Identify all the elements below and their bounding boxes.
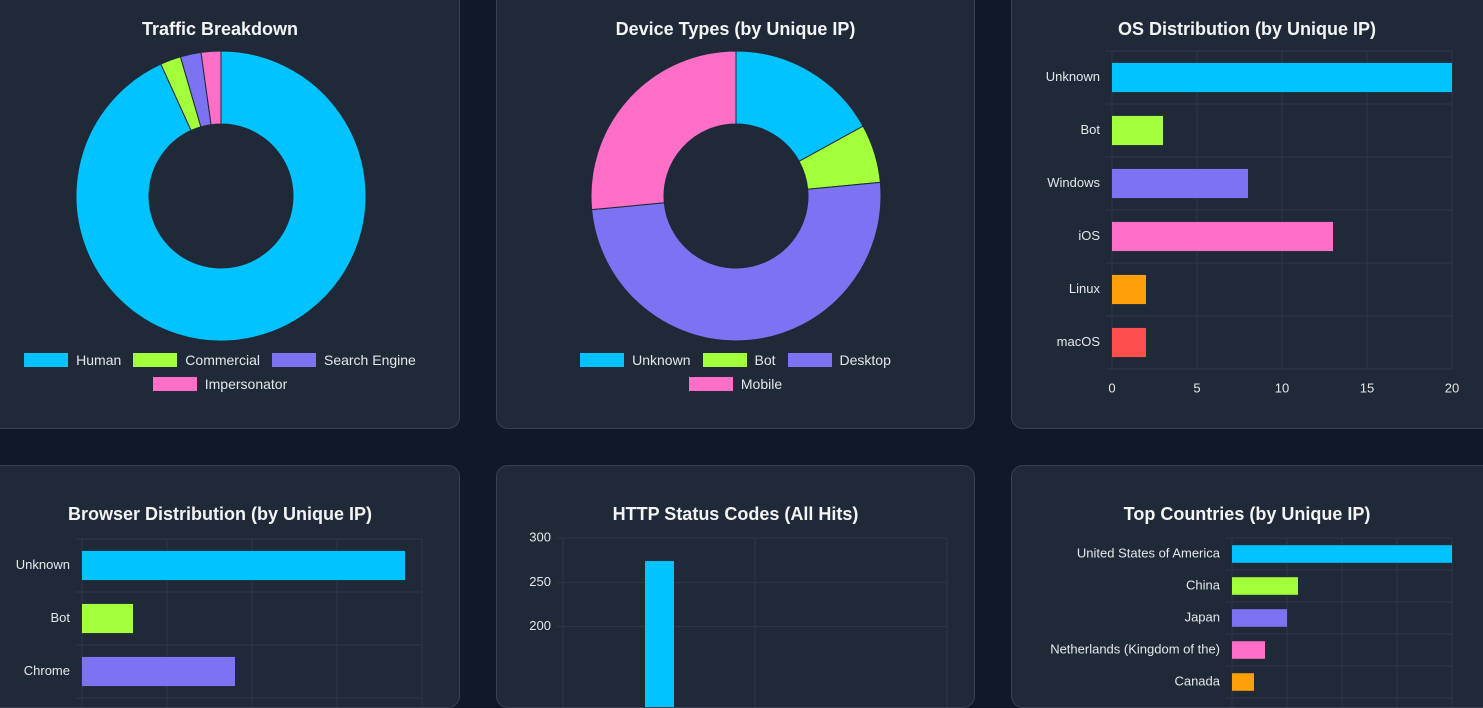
y-tick-label: 200 (529, 618, 551, 633)
bar-ios (1112, 221, 1333, 252)
y-tick-label: 250 (529, 574, 551, 589)
category-label: Bot (1080, 122, 1100, 137)
legend-label: Commercial (185, 352, 260, 368)
category-label: Windows (1047, 175, 1100, 190)
category-label: Canada (1174, 673, 1220, 688)
legend-label: Mobile (740, 376, 783, 392)
legend-item[interactable]: Commercial (133, 351, 260, 369)
chart-legend: Unknown Bot Desktop Mobile (497, 351, 974, 393)
legend-swatch (688, 377, 733, 391)
slice-impersonator (200, 50, 222, 126)
legend-swatch (702, 353, 747, 367)
chart-title: Traffic Breakdown (141, 19, 299, 39)
chart-title: OS Distribution (by Unique IP) (1118, 19, 1376, 39)
bar-0 (645, 561, 674, 707)
category-label: Linux (1069, 281, 1101, 296)
bar-bot (82, 603, 133, 634)
x-tick-label: 15 (1360, 380, 1374, 395)
device-types-chart (590, 50, 882, 342)
bar-unknown (82, 550, 405, 581)
category-label: China (1186, 577, 1221, 592)
category-label: Unknown (1046, 69, 1100, 84)
legend-item[interactable]: Impersonator (152, 375, 288, 393)
x-tick-label: 20 (1445, 380, 1459, 395)
legend-swatch (271, 353, 316, 367)
bar-japan (1232, 609, 1287, 627)
top-countries-chart: United States of America China Japan Nether… (1050, 537, 1453, 707)
category-label: Unknown (16, 557, 70, 572)
chart-legend: Human Commercial Search Engine Impersonator (0, 351, 459, 393)
bar-linux (1112, 274, 1146, 305)
browser-distribution-chart: Unknown Bot Chrome (16, 538, 423, 707)
legend-swatch (133, 353, 178, 367)
chart-title: Device Types (by Unique IP) (615, 19, 856, 39)
bar-bot (1112, 115, 1163, 146)
bar-windows (1112, 168, 1248, 199)
bar-unknown (1112, 62, 1452, 93)
category-label: Chrome (24, 663, 70, 678)
legend-swatch (24, 353, 69, 367)
legend-swatch (580, 353, 625, 367)
os-distribution-card: OS Distribution (by Unique IP) Unknown Bo… (1011, 0, 1483, 429)
legend-label: Unknown (632, 352, 691, 368)
category-label: Netherlands (Kingdom of the) (1050, 641, 1220, 656)
os-distribution-chart: Unknown Bot Windows iOS Linux macOS 0 5 10 15 20 (1046, 50, 1459, 395)
chart-title: Browser Distribution (by Unique IP) (67, 504, 372, 524)
legend-label: Desktop (839, 352, 891, 368)
legend-item[interactable]: Desktop (787, 351, 891, 369)
category-label: United States of America (1077, 545, 1221, 560)
category-label: iOS (1078, 228, 1100, 243)
traffic-breakdown-card: Traffic Breakdown Human Commercial Search … (0, 0, 460, 429)
http-status-card: HTTP Status Codes (All Hits) 200 250 300 (496, 465, 975, 708)
bar-united-states-of-america (1232, 545, 1452, 563)
legend-item[interactable]: Unknown (580, 351, 691, 369)
legend-item[interactable]: Bot (702, 351, 776, 369)
legend-label: Bot (754, 352, 776, 368)
top-countries-card: Top Countries (by Unique IP) United Stat… (1011, 465, 1483, 708)
x-tick-label: 0 (1108, 380, 1115, 395)
legend-item[interactable]: Human (24, 351, 121, 369)
chart-title: HTTP Status Codes (All Hits) (612, 504, 859, 524)
x-tick-label: 5 (1193, 380, 1200, 395)
bar-canada (1232, 673, 1254, 691)
legend-swatch (787, 353, 832, 367)
legend-item[interactable]: Search Engine (271, 351, 416, 369)
slice-unknown (735, 50, 864, 162)
x-tick-label: 10 (1275, 380, 1289, 395)
traffic-breakdown-chart (75, 50, 367, 342)
legend-label: Impersonator (204, 376, 288, 392)
slice-human (75, 50, 367, 342)
slice-desktop (591, 181, 882, 342)
y-tick-label: 300 (529, 529, 551, 544)
browser-distribution-card: Browser Distribution (by Unique IP) Unkn… (0, 465, 460, 708)
bar-netherlands-kingdom-of-the- (1232, 641, 1265, 659)
http-status-chart: 200 250 300 (529, 529, 948, 707)
category-label: macOS (1057, 334, 1101, 349)
category-label: Japan (1185, 609, 1220, 624)
bar-china (1232, 577, 1298, 595)
legend-label: Human (76, 352, 122, 368)
bar-chrome (82, 656, 235, 687)
slice-mobile (590, 50, 737, 211)
legend-item[interactable]: Mobile (688, 375, 783, 393)
legend-swatch (152, 377, 197, 391)
chart-title: Top Countries (by Unique IP) (1123, 504, 1371, 524)
device-types-card: Device Types (by Unique IP) Unknown Bot De… (496, 0, 975, 429)
bar-macos (1112, 327, 1146, 358)
legend-label: Search Engine (323, 352, 416, 368)
category-label: Bot (50, 610, 70, 625)
